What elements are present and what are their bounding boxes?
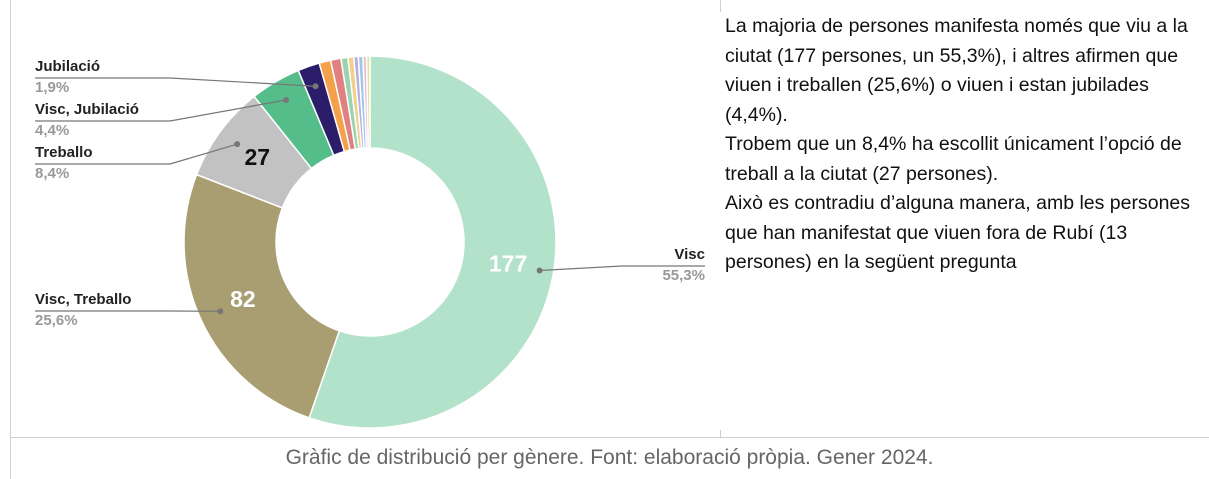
donut-slice	[365, 55, 371, 149]
leader-dot	[312, 83, 319, 90]
leader-dot	[283, 96, 290, 103]
slice-percent: 1,9%	[35, 79, 69, 96]
slice-percent: 8,4%	[35, 165, 69, 182]
slice-count: 177	[489, 250, 527, 276]
slice-percent: 25,6%	[35, 312, 78, 329]
leader-dot	[217, 308, 224, 315]
slice-label: Visc, Treballo	[35, 291, 131, 308]
slice-label: Treballo	[35, 144, 93, 161]
slice-label: Visc	[674, 246, 705, 263]
donut-slice	[308, 55, 557, 429]
leader-line	[35, 143, 238, 165]
border	[720, 430, 721, 437]
border	[10, 0, 11, 479]
leader-line	[35, 99, 287, 122]
border	[720, 0, 721, 12]
slice-percent: 55,3%	[662, 267, 705, 284]
donut-slice	[183, 173, 341, 419]
slice-count: 27	[244, 144, 270, 170]
donut-chart: 177 Visc 55,3% 82 Visc, Treballo 25,6% 27 Treba…	[35, 55, 705, 429]
caption: Gràfic de distribució per gènere. Font: …	[285, 446, 934, 469]
paragraph: Trobem que un 8,4% ha escollit únicament…	[725, 133, 1182, 185]
leader-line	[35, 77, 316, 87]
leader-line	[539, 265, 705, 272]
leader-dot	[536, 267, 543, 274]
slice-count: 82	[230, 286, 256, 312]
side-text: La majoria de persones manifesta només q…	[725, 12, 1205, 278]
border	[10, 437, 1209, 438]
paragraph: Això es contradiu d’alguna manera, amb l…	[725, 192, 1191, 273]
slice-percent: 4,4%	[35, 122, 69, 139]
slice-label: Visc, Jubilació	[35, 101, 139, 118]
leader-dot	[234, 141, 241, 148]
paragraph: La majoria de persones manifesta només q…	[725, 15, 1188, 126]
slice-label: Jubilació	[35, 58, 100, 75]
